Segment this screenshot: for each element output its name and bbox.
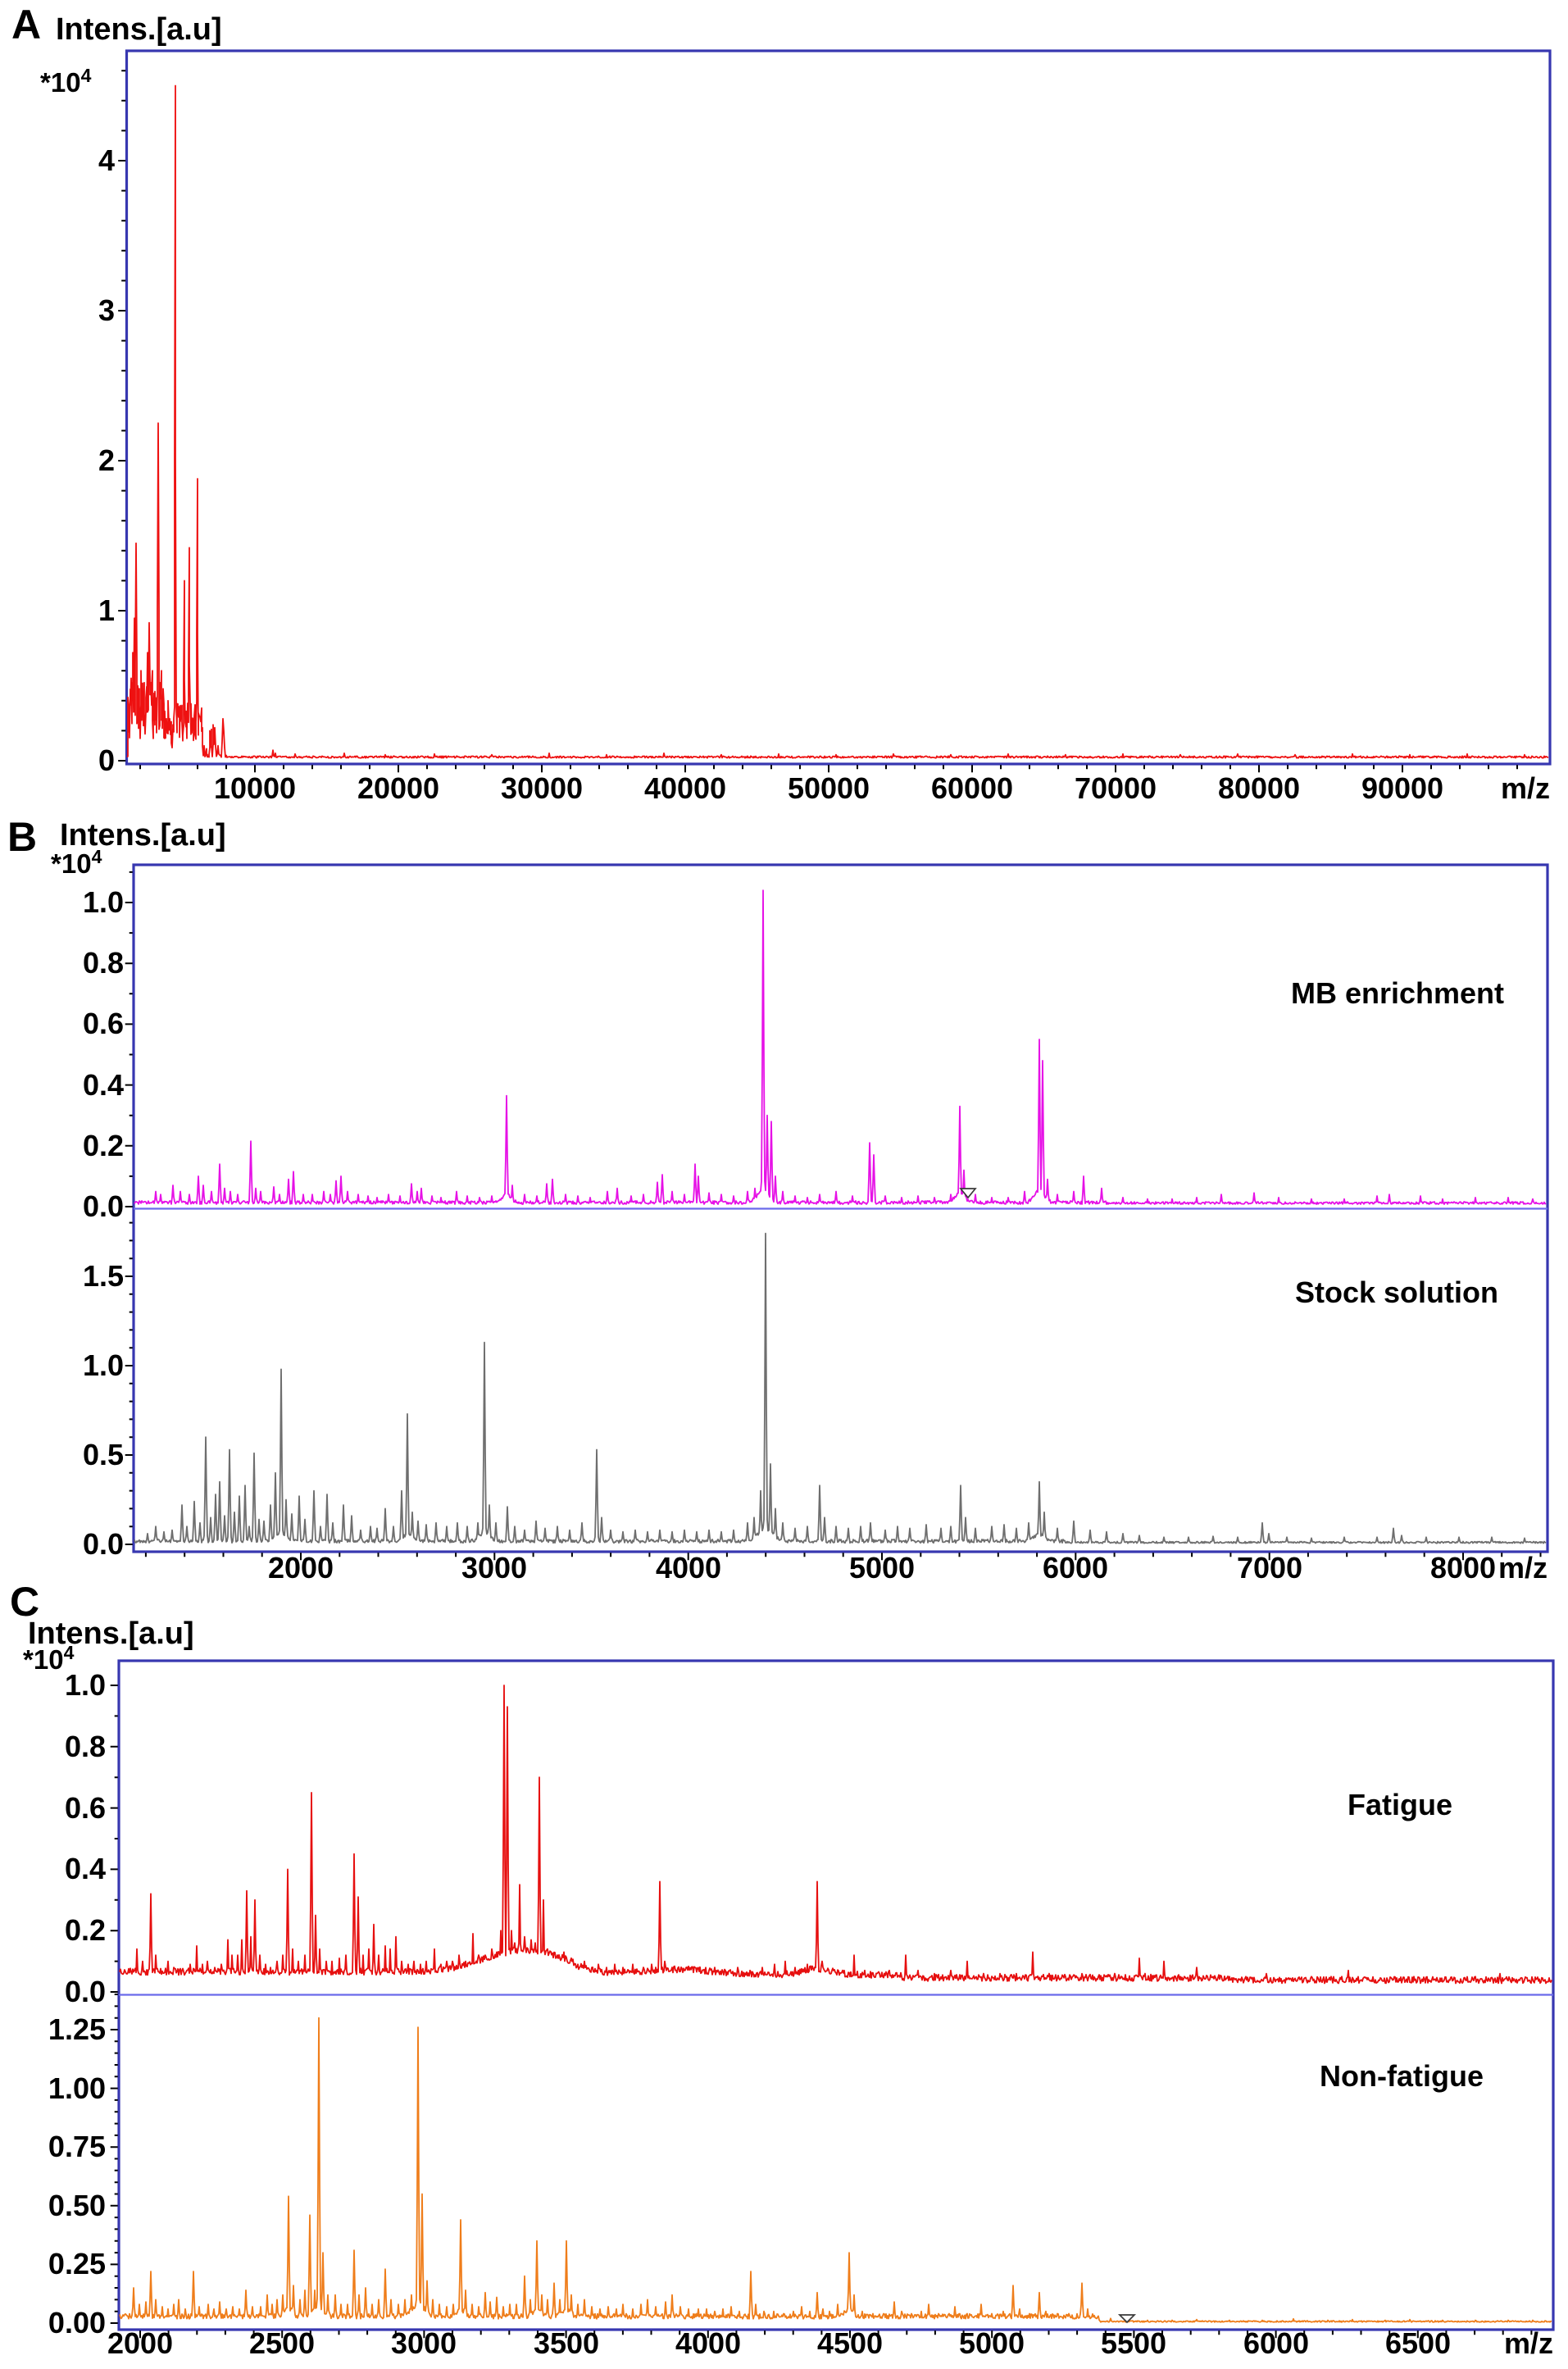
- svg-text:3000: 3000: [391, 2326, 457, 2360]
- svg-text:Intens.[a.u]: Intens.[a.u]: [60, 818, 226, 853]
- svg-text:m/z: m/z: [1498, 1551, 1548, 1585]
- svg-text:60000: 60000: [931, 771, 1013, 805]
- svg-text:B: B: [7, 814, 37, 860]
- svg-text:0.2: 0.2: [65, 1913, 106, 1947]
- svg-text:Stock solution: Stock solution: [1295, 1275, 1498, 1309]
- svg-text:1: 1: [98, 593, 115, 627]
- svg-text:Fatigue: Fatigue: [1348, 1788, 1452, 1821]
- svg-text:0.0: 0.0: [83, 1189, 124, 1223]
- svg-text:80000: 80000: [1218, 771, 1300, 805]
- svg-text:m/z: m/z: [1504, 2326, 1553, 2360]
- svg-text:7000: 7000: [1237, 1551, 1302, 1585]
- svg-text:90000: 90000: [1361, 771, 1443, 805]
- svg-text:2: 2: [98, 443, 115, 477]
- svg-text:0.2: 0.2: [83, 1129, 124, 1162]
- svg-text:2000: 2000: [107, 2326, 173, 2360]
- svg-text:0.0: 0.0: [83, 1527, 124, 1561]
- svg-text:1.0: 1.0: [83, 1348, 124, 1382]
- svg-text:1.00: 1.00: [48, 2071, 106, 2105]
- svg-text:40000: 40000: [644, 771, 726, 805]
- svg-text:4500: 4500: [817, 2326, 883, 2360]
- svg-text:Intens.[a.u]: Intens.[a.u]: [56, 12, 222, 47]
- svg-text:C: C: [10, 1579, 39, 1625]
- svg-text:0.25: 0.25: [48, 2247, 106, 2280]
- svg-text:6500: 6500: [1385, 2326, 1451, 2360]
- svg-text:*104: *104: [51, 846, 102, 879]
- svg-text:5000: 5000: [849, 1551, 915, 1585]
- svg-text:0.75: 0.75: [48, 2130, 106, 2163]
- svg-text:0.8: 0.8: [83, 946, 124, 980]
- svg-text:0.8: 0.8: [65, 1730, 106, 1763]
- svg-text:0.0: 0.0: [65, 1975, 106, 2008]
- svg-text:0.50: 0.50: [48, 2189, 106, 2222]
- svg-text:0.6: 0.6: [65, 1791, 106, 1825]
- svg-text:*104: *104: [40, 65, 92, 98]
- svg-text:2000: 2000: [268, 1551, 334, 1585]
- svg-text:3000: 3000: [461, 1551, 527, 1585]
- svg-text:4000: 4000: [656, 1551, 721, 1585]
- svg-text:0.4: 0.4: [83, 1068, 124, 1102]
- svg-text:1.0: 1.0: [83, 885, 124, 919]
- svg-text:A: A: [11, 2, 41, 48]
- svg-text:3500: 3500: [534, 2326, 599, 2360]
- svg-text:6000: 6000: [1043, 1551, 1108, 1585]
- svg-text:5500: 5500: [1101, 2326, 1166, 2360]
- svg-text:70000: 70000: [1075, 771, 1157, 805]
- svg-text:20000: 20000: [357, 771, 439, 805]
- svg-text:0.5: 0.5: [83, 1438, 124, 1471]
- svg-text:6000: 6000: [1243, 2326, 1309, 2360]
- svg-text:4: 4: [98, 143, 115, 177]
- svg-text:4000: 4000: [675, 2326, 741, 2360]
- svg-text:1.0: 1.0: [65, 1668, 106, 1702]
- svg-text:10000: 10000: [214, 771, 296, 805]
- svg-text:MB enrichment: MB enrichment: [1291, 976, 1504, 1010]
- svg-text:3: 3: [98, 293, 115, 327]
- svg-text:30000: 30000: [501, 771, 583, 805]
- svg-text:0.4: 0.4: [65, 1852, 106, 1885]
- svg-text:0.00: 0.00: [48, 2306, 106, 2339]
- svg-text:50000: 50000: [788, 771, 870, 805]
- svg-text:m/z: m/z: [1501, 771, 1550, 805]
- svg-text:1.5: 1.5: [83, 1259, 124, 1293]
- svg-text:Non-fatigue: Non-fatigue: [1320, 2059, 1484, 2093]
- svg-text:0: 0: [98, 743, 115, 777]
- svg-text:0.6: 0.6: [83, 1007, 124, 1040]
- svg-text:Intens.[a.u]: Intens.[a.u]: [28, 1616, 194, 1651]
- svg-text:8000: 8000: [1430, 1551, 1496, 1585]
- svg-text:1.25: 1.25: [48, 2012, 106, 2046]
- svg-text:5000: 5000: [959, 2326, 1025, 2360]
- svg-text:2500: 2500: [249, 2326, 315, 2360]
